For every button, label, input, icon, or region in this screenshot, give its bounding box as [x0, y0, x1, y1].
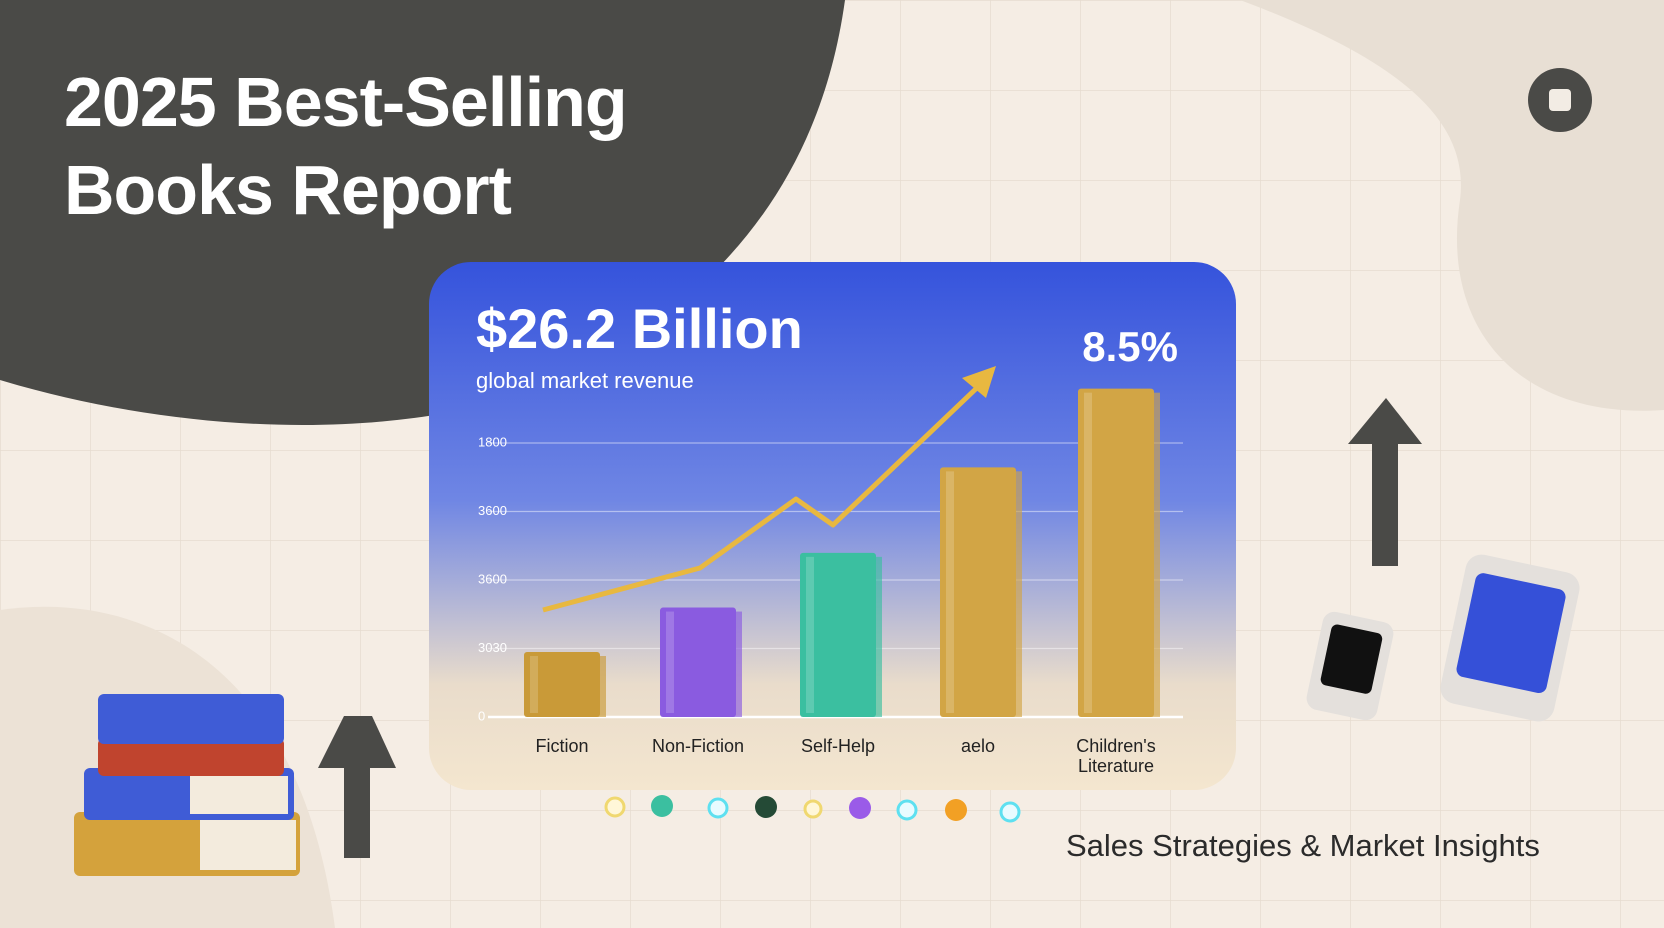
dot[interactable]	[604, 796, 626, 818]
x-tick-label: aelo	[960, 736, 996, 756]
arrow-up-right	[1348, 398, 1422, 566]
footer-text: Sales Strategies & Market Insights	[1066, 828, 1540, 863]
x-tick-label: Children's Literature	[1076, 736, 1156, 776]
book-pages	[190, 776, 288, 814]
book	[98, 694, 284, 744]
x-tick-label: Self-Help	[800, 736, 876, 756]
book	[98, 738, 284, 776]
book-stack	[74, 694, 300, 876]
y-axis-label: 3030	[478, 640, 507, 655]
phone-screen	[1456, 573, 1566, 694]
x-tick-label: Fiction	[535, 736, 589, 756]
bar	[1078, 388, 1154, 717]
bars	[524, 388, 1160, 717]
arrow-up-left	[318, 716, 396, 858]
growth-annotation: 8.5%	[1082, 323, 1178, 370]
dot[interactable]	[707, 797, 729, 819]
bar-side	[872, 556, 882, 717]
trend-line	[542, 381, 984, 613]
y-axis-label: 1800	[478, 434, 507, 449]
bar-highlight	[666, 611, 674, 713]
bar-side	[1012, 471, 1022, 717]
dot[interactable]	[999, 801, 1021, 823]
dot[interactable]	[849, 797, 871, 819]
dot[interactable]	[803, 799, 823, 819]
phone-screen	[1320, 624, 1383, 694]
bar	[800, 552, 876, 717]
bar-highlight	[806, 556, 814, 713]
bar	[940, 467, 1016, 717]
bar-highlight	[530, 656, 538, 713]
bar-highlight	[946, 471, 954, 713]
stop-icon	[1549, 89, 1571, 111]
x-tick-label: Non-Fiction	[651, 736, 745, 756]
bar	[660, 607, 736, 717]
trend-arrowhead	[962, 366, 996, 398]
bar-side	[596, 656, 606, 717]
bar	[524, 652, 600, 717]
dot[interactable]	[896, 799, 918, 821]
phones	[1306, 554, 1580, 722]
y-axis-label: 0	[478, 708, 485, 723]
page-title: 2025 Best-Selling Books Report	[64, 63, 628, 229]
y-axis-label: 3600	[478, 503, 507, 518]
indicator-dots	[604, 795, 1021, 823]
subtitle: global market revenue	[476, 368, 694, 393]
dot[interactable]	[651, 795, 673, 817]
dot[interactable]	[755, 796, 777, 818]
bar-side	[732, 611, 742, 717]
headline: $26.2 Billion	[476, 297, 803, 360]
bar-side	[1150, 392, 1160, 717]
y-axis-label: 3600	[478, 571, 507, 586]
book-pages	[200, 820, 296, 870]
dot[interactable]	[945, 799, 967, 821]
bar-highlight	[1084, 392, 1092, 713]
